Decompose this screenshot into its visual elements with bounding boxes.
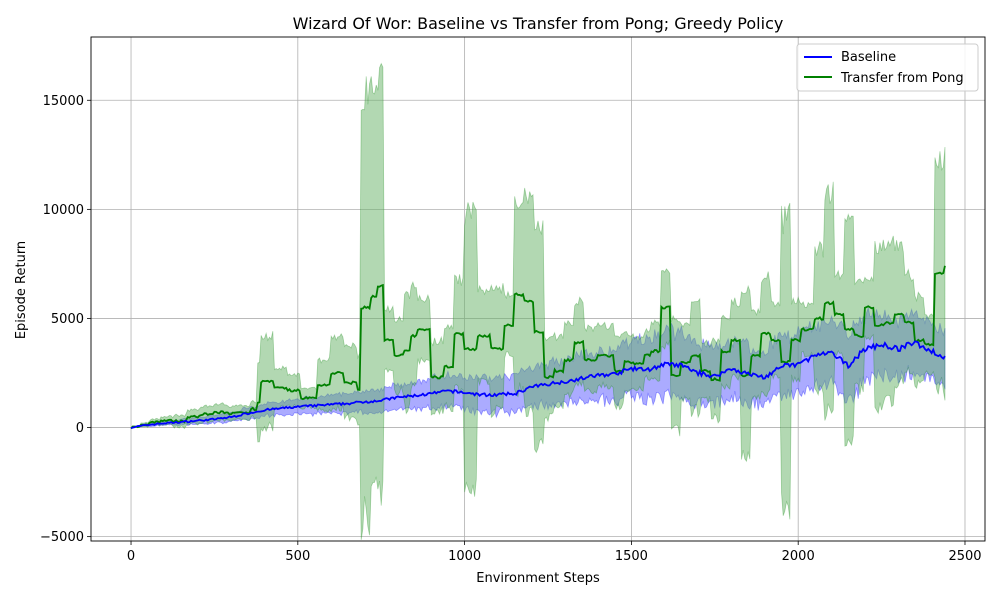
confidence-bands (130, 62, 946, 540)
axis-ticks: 0 500 1000 1500 2000 2500 −5000 0 5000 10000 15000 (40, 94, 982, 564)
plot-frame (90, 36, 986, 542)
y-tick-label: 0 (76, 421, 84, 436)
x-tick-label: 2500 (948, 549, 981, 564)
transfer-band (130, 62, 946, 540)
series-lines (130, 265, 946, 430)
legend: Baseline Transfer from Pong (796, 43, 979, 92)
y-tick-label: −5000 (40, 530, 84, 545)
y-tick-label: 5000 (51, 312, 84, 327)
legend-label-baseline: Baseline (841, 50, 896, 65)
x-tick-label: 0 (127, 549, 135, 564)
transfer-line (130, 265, 946, 430)
x-axis-label: Environment Steps (476, 571, 600, 586)
x-tick-label: 1000 (448, 549, 481, 564)
baseline-line (130, 340, 946, 430)
x-tick-label: 1500 (615, 549, 648, 564)
y-tick-label: 15000 (43, 94, 84, 109)
x-tick-label: 500 (285, 549, 310, 564)
legend-box (796, 43, 979, 92)
x-tick-label: 2000 (782, 549, 815, 564)
y-tick-label: 10000 (43, 203, 84, 218)
y-axis-label: Episode Return (14, 241, 29, 339)
chart-title: Wizard Of Wor: Baseline vs Transfer from… (293, 14, 784, 33)
legend-label-transfer: Transfer from Pong (840, 71, 964, 86)
